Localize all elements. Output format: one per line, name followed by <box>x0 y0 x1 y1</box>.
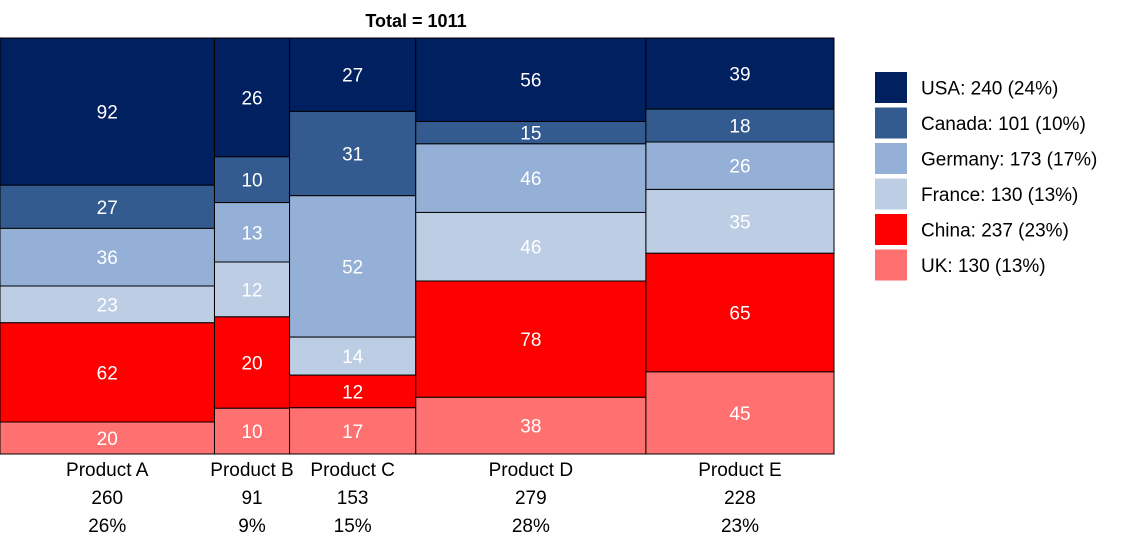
category-name-product-d: Product D <box>489 460 573 481</box>
plot-border <box>0 37 835 455</box>
category-total-product-c: 153 <box>337 488 369 509</box>
segment-label-product-e-china: 65 <box>729 304 750 325</box>
segment-label-product-b-china: 20 <box>241 354 262 375</box>
segment-label-product-d-canada: 15 <box>520 124 541 145</box>
segment-product-a-usa <box>0 37 215 186</box>
segment-product-a-canada <box>0 184 215 229</box>
segment-label-product-d-france: 46 <box>520 238 541 259</box>
segment-product-c-france <box>289 336 417 376</box>
legend-label-france: France: 130 (13%) <box>921 185 1078 206</box>
segment-product-e-france <box>645 188 835 254</box>
segment-product-b-usa <box>213 37 291 158</box>
segment-label-product-e-uk: 45 <box>729 404 750 425</box>
segment-label-product-d-china: 78 <box>520 330 541 351</box>
legend-swatch-canada <box>875 107 907 139</box>
segment-label-product-a-france: 23 <box>97 295 118 316</box>
segment-product-b-france <box>213 261 291 318</box>
segment-label-product-d-germany: 46 <box>520 169 541 190</box>
segment-product-e-usa <box>645 37 835 110</box>
segment-label-product-b-usa: 26 <box>241 88 262 109</box>
segment-label-product-e-usa: 39 <box>729 65 750 86</box>
segment-product-e-canada <box>645 108 835 143</box>
segment-label-product-a-usa: 92 <box>97 103 118 124</box>
segment-product-e-uk <box>645 371 835 455</box>
legend-label-canada: Canada: 101 (10%) <box>921 114 1086 135</box>
segment-product-c-usa <box>289 37 417 112</box>
category-total-product-e: 228 <box>724 488 756 509</box>
segment-label-product-c-france: 14 <box>342 347 364 368</box>
segment-product-e-china <box>645 252 835 373</box>
segment-label-product-b-france: 12 <box>241 280 262 301</box>
segment-product-e-germany <box>645 141 835 190</box>
segment-product-b-uk <box>213 407 291 455</box>
category-total-product-a: 260 <box>91 488 123 509</box>
legend-swatch-uk <box>875 249 907 281</box>
segment-label-product-a-germany: 36 <box>97 248 118 269</box>
category-name-product-a: Product A <box>66 460 149 481</box>
category-name-product-e: Product E <box>698 460 781 481</box>
segment-label-product-d-uk: 38 <box>520 417 541 438</box>
legend-swatch-germany <box>875 143 907 174</box>
segment-product-d-usa <box>415 37 647 122</box>
category-name-product-c: Product C <box>310 460 394 481</box>
segment-product-a-france <box>0 285 215 324</box>
segment-label-product-d-usa: 56 <box>520 71 541 92</box>
segment-product-d-china <box>415 280 647 398</box>
segment-product-c-uk <box>289 407 417 455</box>
segment-label-product-e-canada: 18 <box>729 117 750 138</box>
legend-swatch-china <box>875 214 907 245</box>
legend-label-uk: UK: 130 (13%) <box>921 256 1046 277</box>
segment-product-b-germany <box>213 202 291 263</box>
segment-label-product-c-germany: 52 <box>342 257 363 278</box>
category-labels: Product A 260 26% Product B 91 9% Product C 153… <box>66 460 782 537</box>
legend-swatch-france <box>875 178 907 210</box>
legend-label-china: China: 237 (23%) <box>921 221 1069 242</box>
legend-label-germany: Germany: 173 (17%) <box>921 150 1097 171</box>
segment-product-c-germany <box>289 195 417 338</box>
segment-product-c-china <box>289 374 417 409</box>
legend: USA: 240 (24%) Canada: 101 (10%) Germany: … <box>875 72 1097 281</box>
category-percent-product-d: 28% <box>512 516 550 537</box>
segment-product-a-china <box>0 322 215 423</box>
segment-label-product-b-canada: 10 <box>241 171 262 192</box>
category-percent-product-a: 26% <box>88 516 126 537</box>
segment-label-product-c-uk: 17 <box>342 422 363 443</box>
segment-label-product-c-canada: 31 <box>342 145 363 166</box>
category-total-product-b: 91 <box>241 488 262 509</box>
segment-label-product-b-uk: 10 <box>241 422 262 443</box>
segment-product-d-france <box>415 211 647 282</box>
chart-title: Total = 1011 <box>365 11 466 31</box>
segment-label-product-a-uk: 20 <box>97 429 118 450</box>
segment-product-c-canada <box>289 110 417 197</box>
segment-label-product-e-france: 35 <box>729 212 750 233</box>
legend-label-usa: USA: 240 (24%) <box>921 79 1058 100</box>
segment-label-product-a-canada: 27 <box>97 198 118 219</box>
segment-label-product-e-germany: 26 <box>729 157 750 178</box>
plot-area: 92 27 36 23 62 20 26 10 13 12 20 10 27 31 52 14 12 17 56 15… <box>0 37 835 455</box>
category-percent-product-e: 23% <box>721 516 759 537</box>
category-percent-product-c: 15% <box>334 516 372 537</box>
category-name-product-b: Product B <box>210 460 293 481</box>
segment-product-b-canada <box>213 156 291 204</box>
category-percent-product-b: 9% <box>238 516 266 537</box>
segment-label-product-b-germany: 13 <box>241 223 262 244</box>
segment-label-product-c-usa: 27 <box>342 66 363 87</box>
category-total-product-d: 279 <box>515 488 547 509</box>
segment-label-product-a-china: 62 <box>97 363 118 384</box>
segment-product-d-uk <box>415 396 647 455</box>
legend-swatch-usa <box>875 72 907 103</box>
segment-label-product-c-china: 12 <box>342 382 363 403</box>
